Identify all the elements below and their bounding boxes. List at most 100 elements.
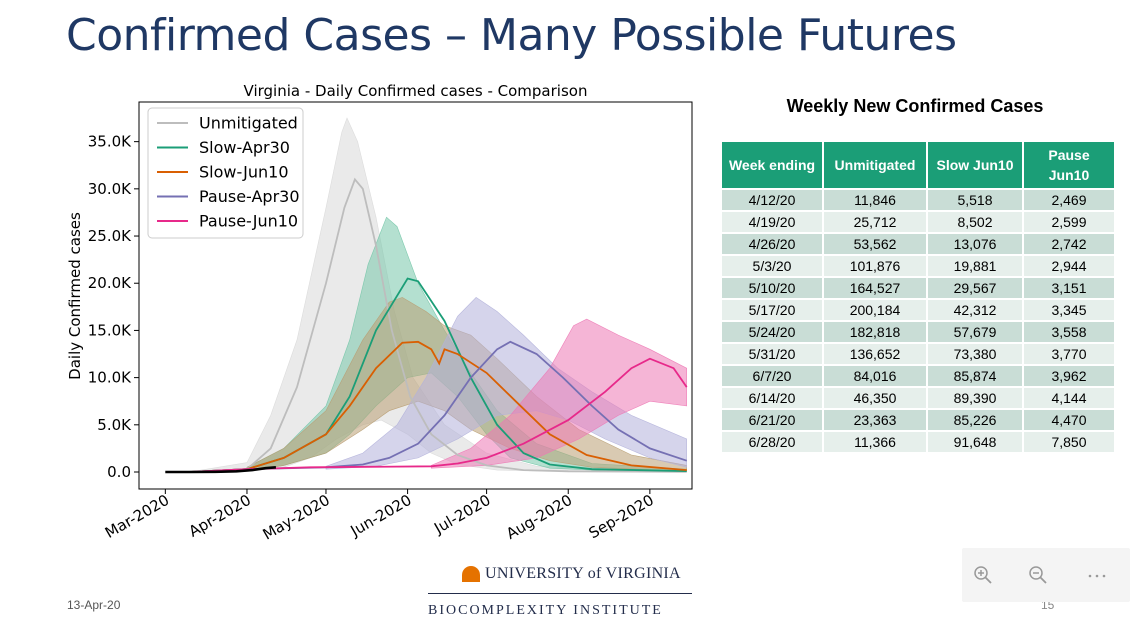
table-cell: 73,380 — [926, 342, 1024, 366]
table-row: 4/12/20 11,846 5,518 2,469 — [720, 188, 1116, 212]
y-tick-label: 10.0K — [88, 369, 132, 387]
table-cell: 101,876 — [822, 254, 928, 278]
legend-label: Pause-Apr30 — [199, 187, 300, 206]
legend-label: Slow-Jun10 — [199, 163, 289, 182]
line-unmitigated — [188, 177, 687, 473]
table-cell: 5/24/20 — [720, 320, 824, 344]
x-tick-label: Jul-2020 — [430, 491, 493, 538]
table-cell: 7,850 — [1022, 430, 1116, 454]
table-cell: 11,366 — [822, 430, 928, 454]
table-cell: 91,648 — [926, 430, 1024, 454]
table-cell: 4,144 — [1022, 386, 1116, 410]
table-cell: 84,016 — [822, 364, 928, 388]
slide-title: Confirmed Cases – Many Possible Futures — [66, 10, 957, 61]
table-title: Weekly New Confirmed Cases — [786, 96, 1044, 116]
table-cell: 8,502 — [926, 210, 1024, 234]
footer-date: 13-Apr-20 — [67, 598, 121, 612]
y-tick-label: 35.0K — [88, 133, 132, 151]
table-row: 6/14/20 46,350 89,390 4,144 — [720, 386, 1116, 410]
table-row: 5/31/20 136,652 73,380 3,770 — [720, 342, 1116, 366]
table-cell: 5/31/20 — [720, 342, 824, 366]
uva-logo: UNIVERSITY of VIRGINIA — [462, 565, 681, 583]
table-cell: 164,527 — [822, 276, 928, 300]
line-pause-apr30 — [188, 340, 687, 473]
table-cell: 4/12/20 — [720, 188, 824, 212]
table-cell: 6/21/20 — [720, 408, 824, 432]
legend-label: Pause-Jun10 — [199, 212, 298, 231]
y-tick-label: 5.0K — [97, 416, 132, 434]
table-cell: 42,312 — [926, 298, 1024, 322]
table-cell: 200,184 — [822, 298, 928, 322]
y-tick-label: 30.0K — [88, 180, 132, 198]
table-cell: 3,151 — [1022, 276, 1116, 300]
more-icon[interactable] — [1086, 564, 1108, 586]
table-cell: 2,599 — [1022, 210, 1116, 234]
table-cell: 25,712 — [822, 210, 928, 234]
table-row: 4/26/20 53,562 13,076 2,742 — [720, 232, 1116, 256]
table-cell: 19,881 — [926, 254, 1024, 278]
observed-line — [165, 466, 277, 474]
table-row: 5/17/20 200,184 42,312 3,345 — [720, 298, 1116, 322]
table-cell: 11,846 — [822, 188, 928, 212]
x-tick-label: Jun-2020 — [347, 491, 415, 541]
table-cell: 3,770 — [1022, 342, 1116, 366]
table-row: 5/10/20 164,527 29,567 3,151 — [720, 276, 1116, 300]
legend-label: Unmitigated — [199, 114, 298, 133]
x-tick-label: Mar-2020 — [102, 491, 172, 542]
logo-divider — [428, 593, 692, 594]
x-tick-label: May-2020 — [260, 491, 333, 544]
header-week-ending: Week ending — [720, 140, 824, 190]
table-cell: 5/10/20 — [720, 276, 824, 300]
line-slow-jun10 — [188, 340, 687, 473]
table-cell: 6/14/20 — [720, 386, 824, 410]
zoom-in-icon[interactable] — [972, 564, 994, 586]
table-row: 5/24/20 182,818 57,679 3,558 — [720, 320, 1116, 344]
table-header-row: Week ending Unmitigated Slow Jun10 Pause… — [720, 140, 1116, 190]
table-cell: 5,518 — [926, 188, 1024, 212]
uva-logo-text: UNIVERSITY of VIRGINIA — [485, 565, 681, 582]
table-cell: 29,567 — [926, 276, 1024, 300]
weekly-cases-table: Week ending Unmitigated Slow Jun10 Pause… — [720, 140, 1116, 454]
table-cell: 6/28/20 — [720, 430, 824, 454]
table-row: 6/7/20 84,016 85,874 3,962 — [720, 364, 1116, 388]
y-tick-label: 15.0K — [88, 321, 132, 339]
x-tick-label: Apr-2020 — [186, 491, 254, 541]
table-cell: 46,350 — [822, 386, 928, 410]
table-cell: 85,874 — [926, 364, 1024, 388]
table-cell: 6/7/20 — [720, 364, 824, 388]
x-tick-label: Sep-2020 — [586, 491, 657, 543]
daily-cases-chart: 0.0 5.0K 10.0K 15.0K 20.0K 25.0K 30.0K 35.0K Mar… — [66, 82, 693, 544]
institute-name: BIOCOMPLEXITY INSTITUTE — [428, 603, 663, 618]
table-cell: 5/17/20 — [720, 298, 824, 322]
y-tick-label: 0.0 — [107, 463, 131, 481]
line-pause-jun10 — [188, 357, 688, 473]
band-pause-jun10 — [430, 318, 688, 469]
table-cell: 4/19/20 — [720, 210, 824, 234]
x-tick-label: Aug-2020 — [503, 491, 575, 543]
table-cell: 23,363 — [822, 408, 928, 432]
header-pause-jun10: Pause Jun10 — [1022, 140, 1116, 190]
header-slow-jun10: Slow Jun10 — [926, 140, 1024, 190]
zoom-toolbar — [962, 548, 1130, 602]
table-cell: 85,226 — [926, 408, 1024, 432]
y-axis-label: Daily Confirmed cases — [66, 212, 84, 380]
legend-box — [147, 107, 304, 239]
zoom-out-icon[interactable] — [1027, 564, 1049, 586]
table-cell: 3,962 — [1022, 364, 1116, 388]
table-row: 6/21/20 23,363 85,226 4,470 — [720, 408, 1116, 432]
table-cell: 13,076 — [926, 232, 1024, 256]
header-unmitigated: Unmitigated — [822, 140, 928, 190]
plot-frame — [138, 101, 693, 490]
table-row: 4/19/20 25,712 8,502 2,599 — [720, 210, 1116, 234]
y-tick-label: 25.0K — [88, 227, 132, 245]
table-cell: 4,470 — [1022, 408, 1116, 432]
table-cell: 5/3/20 — [720, 254, 824, 278]
table-cell: 57,679 — [926, 320, 1024, 344]
table-cell: 3,345 — [1022, 298, 1116, 322]
chart-title: Virginia - Daily Confirmed cases - Compa… — [244, 82, 588, 100]
table-cell: 2,742 — [1022, 232, 1116, 256]
table-cell: 3,558 — [1022, 320, 1116, 344]
table-cell: 182,818 — [822, 320, 928, 344]
table-cell: 89,390 — [926, 386, 1024, 410]
table-row: 6/28/20 11,366 91,648 7,850 — [720, 430, 1116, 454]
